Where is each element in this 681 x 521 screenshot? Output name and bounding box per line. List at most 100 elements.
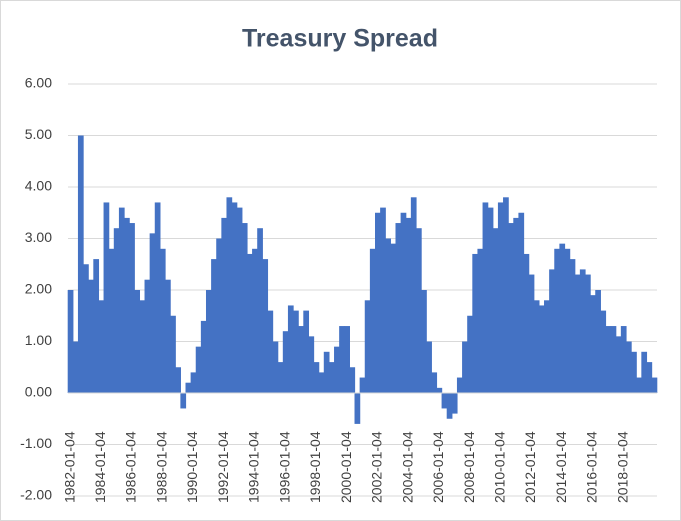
bar: [211, 259, 217, 393]
bar: [226, 197, 233, 393]
bar: [579, 269, 586, 393]
bar: [293, 310, 299, 393]
bar: [482, 202, 489, 393]
bar: [641, 351, 648, 393]
bar: [267, 310, 274, 393]
bar: [400, 212, 407, 393]
bar: [385, 238, 391, 393]
bar: [441, 393, 448, 409]
x-tick-label: 1992-01-04: [215, 431, 231, 503]
bar: [600, 310, 607, 393]
bar: [472, 253, 479, 393]
x-tick-label: 2010-01-04: [491, 431, 507, 503]
bar: [180, 393, 187, 409]
bar: [497, 202, 504, 393]
bar: [298, 326, 304, 393]
bar: [344, 326, 350, 393]
bar: [72, 341, 79, 393]
bar: [595, 290, 601, 393]
bar: [487, 207, 494, 393]
bar: [103, 202, 110, 393]
bar: [651, 377, 658, 393]
bar: [328, 362, 335, 393]
bar: [446, 393, 453, 419]
bar: [426, 341, 432, 393]
bar: [185, 382, 192, 393]
bar: [98, 300, 105, 393]
x-tick-label: 1982-01-04: [61, 431, 77, 503]
bar: [421, 290, 427, 393]
bar: [549, 269, 555, 393]
bar: [523, 253, 530, 393]
bar: [533, 300, 540, 393]
x-tick-label: 2014-01-04: [553, 431, 569, 503]
y-tick-label: -2.00: [20, 487, 52, 503]
bar: [625, 341, 632, 393]
bar: [646, 362, 653, 393]
bar: [584, 274, 591, 393]
x-tick-label: 1994-01-04: [246, 431, 262, 503]
bar: [277, 362, 284, 393]
bar: [170, 315, 176, 393]
bar: [615, 336, 622, 393]
bar: [308, 336, 315, 393]
bar: [272, 341, 279, 393]
y-tick-label: 0.00: [25, 384, 52, 400]
bar: [67, 290, 74, 393]
bar: [380, 207, 386, 393]
bar: [175, 367, 181, 393]
bar: [241, 223, 248, 393]
bar: [83, 264, 89, 393]
y-tick-label: 2.00: [25, 281, 52, 297]
y-tick-label: 6.00: [25, 75, 52, 91]
bar: [554, 248, 560, 393]
bar: [395, 223, 402, 393]
x-tick-label: 2008-01-04: [461, 431, 477, 503]
bar: [252, 248, 258, 393]
x-tick-label: 2000-01-04: [338, 431, 354, 503]
bar: [569, 259, 576, 393]
bar: [564, 248, 571, 393]
bar: [359, 377, 366, 393]
chart-title: Treasury Spread: [242, 25, 438, 53]
y-tick-label: -1.00: [20, 435, 52, 451]
bar: [410, 197, 417, 393]
bar: [200, 320, 207, 393]
bar: [492, 228, 499, 393]
bar: [236, 207, 243, 393]
bar: [339, 326, 345, 393]
bar: [124, 217, 130, 393]
bar: [323, 351, 330, 393]
bar: [364, 300, 371, 393]
bar: [134, 290, 141, 393]
bar: [77, 135, 84, 393]
bar: [436, 387, 443, 393]
bar: [149, 233, 156, 393]
bar: [190, 372, 197, 393]
bar: [129, 223, 135, 393]
bar: [313, 362, 320, 393]
x-tick-label: 2002-01-04: [369, 431, 385, 503]
bar: [513, 217, 520, 393]
bar: [334, 346, 340, 393]
bar: [303, 310, 310, 393]
bar: [108, 248, 115, 393]
bar: [462, 341, 468, 393]
x-tick-label: 1988-01-04: [153, 431, 169, 503]
bar: [503, 197, 509, 393]
bar: [620, 326, 627, 393]
bar: [287, 305, 294, 393]
bar: [221, 217, 228, 393]
bar: [415, 228, 422, 393]
y-tick-label: 1.00: [25, 332, 52, 348]
bar: [431, 372, 438, 393]
bar: [518, 212, 525, 393]
bar: [538, 305, 545, 393]
bar: [139, 300, 146, 393]
bar: [631, 351, 637, 393]
bar: [467, 315, 473, 393]
bar: [375, 212, 381, 393]
bar: [318, 372, 325, 393]
bar: [508, 223, 514, 393]
